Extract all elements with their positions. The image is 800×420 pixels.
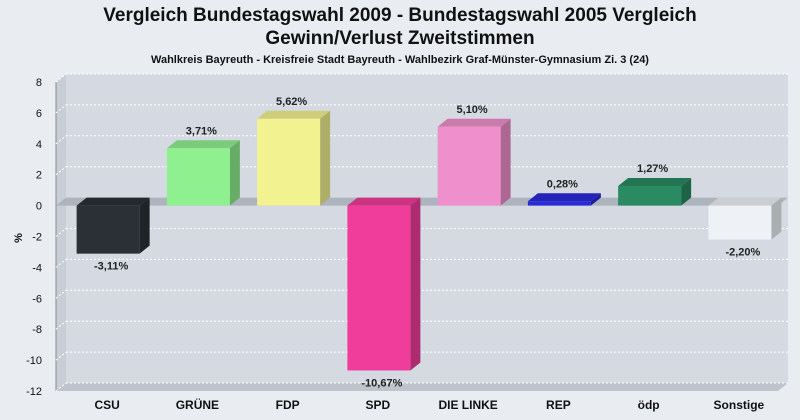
bars: [76, 110, 782, 371]
category-labels: CSU GRÜNE FDP SPD DIE LINKE REP ödp Sonstige: [94, 397, 764, 412]
bar-top: [76, 197, 150, 206]
y-tick-label: -12: [26, 386, 42, 398]
chart-title-line2: Gewinn/Verlust Zweitstimmen: [265, 28, 535, 49]
value-label: 1,27%: [637, 163, 668, 175]
value-label: -2,20%: [725, 247, 760, 259]
category-label: FDP: [276, 398, 300, 412]
bar-top: [618, 177, 692, 186]
chart-title: Vergleich Bundestagswahl 2009 - Bundesta…: [0, 4, 800, 50]
bar-sonstige: [708, 197, 782, 240]
bar-fdp: [257, 110, 331, 206]
plot-side-wall: [56, 74, 66, 391]
category-label: SPD: [366, 398, 391, 412]
bar-front: [708, 205, 772, 240]
category-label: CSU: [94, 398, 119, 412]
bar-rep: [527, 193, 601, 206]
y-tick-label: 4: [36, 139, 42, 151]
value-label: 5,62%: [276, 96, 307, 108]
bar-front: [618, 185, 682, 206]
bar-top: [437, 118, 511, 127]
bar-side: [590, 193, 601, 206]
bar-spd: [347, 197, 421, 371]
plot-floor: [56, 383, 788, 391]
y-tick-label: 2: [36, 170, 42, 182]
y-tick-label: -10: [26, 355, 42, 367]
category-label: ödp: [638, 398, 660, 412]
grid-lines: [55, 73, 788, 392]
bar-grüne: [166, 140, 240, 206]
plot-background: [55, 74, 788, 391]
y-tick-label: -2: [32, 232, 42, 244]
bar-die-linke: [437, 118, 511, 206]
bar-side: [771, 197, 782, 240]
value-labels: -3,11% 3,71% 5,62% -10,67% 5,10% 0,28% 1,27% -2…: [94, 96, 761, 390]
category-label: Sonstige: [714, 398, 765, 412]
y-axis-ticks: 8 6 4 2 0 -2 -4 -6 -8 -10 -12: [26, 77, 42, 398]
bar-side: [681, 177, 692, 206]
bar-front: [527, 201, 591, 206]
y-tick-label: 0: [36, 201, 42, 213]
category-label: DIE LINKE: [438, 398, 497, 412]
bar-front: [76, 205, 140, 254]
y-tick-label: 8: [36, 77, 42, 89]
bar-top: [166, 140, 240, 149]
bar-side: [320, 110, 331, 206]
bar-side: [229, 140, 240, 206]
bar-top: [708, 197, 782, 206]
bar-front: [166, 148, 230, 206]
bar-top: [527, 193, 601, 202]
category-label: REP: [546, 398, 571, 412]
value-label: 0,28%: [547, 178, 578, 190]
y-tick-label: 6: [36, 108, 42, 120]
bar-side: [410, 197, 421, 371]
category-label: GRÜNE: [176, 397, 219, 412]
value-label: -3,11%: [94, 261, 128, 273]
y-tick-label: -8: [32, 324, 42, 336]
bar-ödp: [618, 177, 692, 206]
chart-subtitle: Wahlkreis Bayreuth - Kreisfreie Stadt Ba…: [151, 54, 649, 66]
bar-side: [500, 118, 511, 206]
y-tick-label: -6: [32, 293, 42, 305]
value-label: 3,71%: [186, 125, 217, 137]
zero-plane: [56, 197, 788, 206]
y-tick-label: -4: [32, 262, 42, 274]
bar-front: [437, 126, 501, 206]
value-label: 5,10%: [457, 104, 488, 116]
value-label: -10,67%: [361, 377, 402, 389]
bar-csu: [76, 197, 150, 254]
bar-front: [257, 118, 321, 206]
y-axis-label: %: [13, 233, 25, 243]
bar-front: [347, 205, 411, 371]
bar-top: [347, 197, 421, 206]
bar-side: [139, 197, 150, 254]
bar-top: [257, 110, 331, 119]
chart-title-line1: Vergleich Bundestagswahl 2009 - Bundesta…: [103, 5, 697, 26]
